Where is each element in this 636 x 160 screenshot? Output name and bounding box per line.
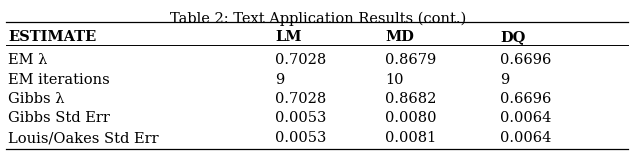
Text: Gibbs Std Err: Gibbs Std Err — [8, 112, 110, 125]
Text: 0.0081: 0.0081 — [385, 131, 436, 145]
Text: 0.0053: 0.0053 — [275, 112, 326, 125]
Text: EM λ: EM λ — [8, 53, 47, 67]
Text: MD: MD — [385, 30, 414, 44]
Text: 0.7028: 0.7028 — [275, 53, 326, 67]
Text: LM: LM — [275, 30, 301, 44]
Text: 0.0064: 0.0064 — [500, 131, 551, 145]
Text: Table 2: Text Application Results (cont.): Table 2: Text Application Results (cont.… — [170, 12, 466, 26]
Text: 9: 9 — [500, 72, 509, 87]
Text: 0.0053: 0.0053 — [275, 131, 326, 145]
Text: 10: 10 — [385, 72, 403, 87]
Text: Louis/Oakes Std Err: Louis/Oakes Std Err — [8, 131, 158, 145]
Text: Gibbs λ: Gibbs λ — [8, 92, 64, 106]
Text: 0.8679: 0.8679 — [385, 53, 436, 67]
Text: 0.7028: 0.7028 — [275, 92, 326, 106]
Text: 0.8682: 0.8682 — [385, 92, 436, 106]
Text: 0.6696: 0.6696 — [500, 53, 551, 67]
Text: 9: 9 — [275, 72, 284, 87]
Text: DQ: DQ — [500, 30, 525, 44]
Text: 0.0064: 0.0064 — [500, 112, 551, 125]
Text: 0.6696: 0.6696 — [500, 92, 551, 106]
Text: 0.0080: 0.0080 — [385, 112, 436, 125]
Text: EM iterations: EM iterations — [8, 72, 110, 87]
Text: ESTIMATE: ESTIMATE — [8, 30, 96, 44]
